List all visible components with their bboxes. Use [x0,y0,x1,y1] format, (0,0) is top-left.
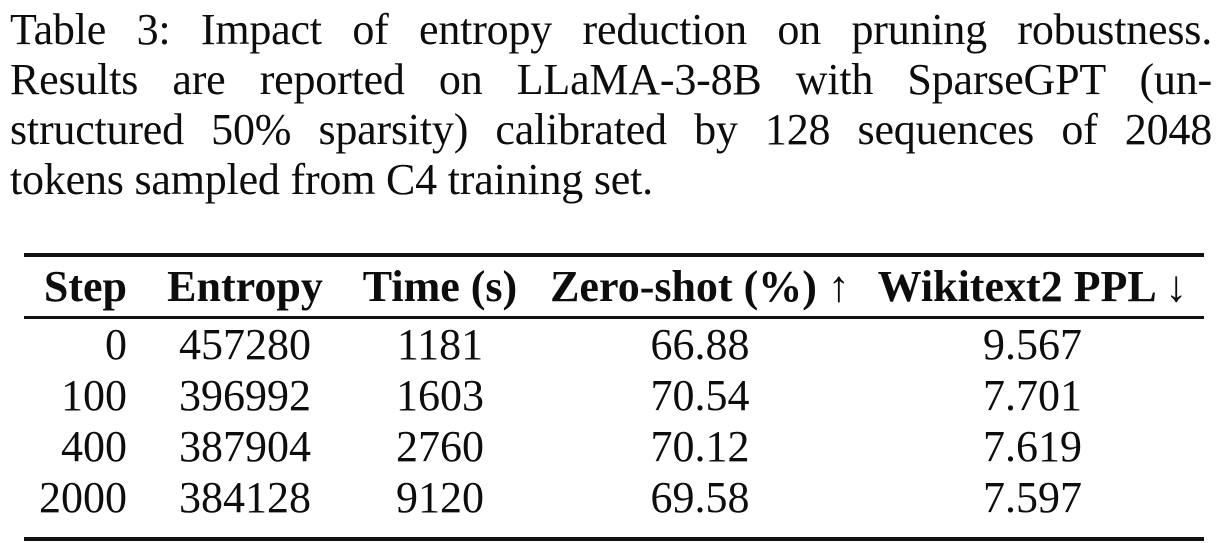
table-cell: 66.88 [650,320,750,369]
table-cell: 1181 [396,320,484,369]
table-cell: 1603 [396,371,484,420]
table-cell: 387904 [179,422,311,471]
table-cell: 9120 [396,473,484,522]
table-cell: 69.58 [650,473,750,522]
table-row: 100 396992 1603 70.54 7.701 [24,370,1204,421]
results-table: Step Entropy Time (s) Zero-shot (%) ↑ Wi… [24,253,1204,541]
table-cell: 2000 [39,473,127,522]
table-cell: 9.567 [983,320,1082,369]
table-row: 2000 384128 9120 69.58 7.597 [24,472,1204,539]
column-header-entropy: Entropy [167,262,323,311]
table-cell: 384128 [179,473,311,522]
table-cell: 400 [61,422,127,471]
table-cell: 457280 [179,320,311,369]
table-cell: 7.597 [983,473,1082,522]
caption-line-2: Results are reported on LLaMA-3-8B with … [10,55,1212,104]
column-header-wikitext2-ppl: Wikitext2 PPL ↓ [877,262,1188,311]
table-row: 400 387904 2760 70.12 7.619 [24,421,1204,472]
table-cell: 7.619 [983,422,1082,471]
table-cell: 0 [105,320,127,369]
table-cell: 7.701 [983,371,1082,420]
table-cell: 2760 [396,422,484,471]
table-row: 0 457280 1181 66.88 9.567 [24,318,1204,371]
column-header-zeroshot: Zero-shot (%) ↑ [550,262,850,311]
table-caption: Table 3: Impact of entropy reduction on … [0,0,1230,205]
table-header-row: Step Entropy Time (s) Zero-shot (%) ↑ Wi… [24,255,1204,318]
column-header-step: Step [43,262,127,311]
column-header-time: Time (s) [362,262,518,311]
caption-line-4: tokens sampled from C4 training set. [10,155,653,204]
caption-line-3: structured 50% sparsity) calibrated by 1… [10,105,1212,154]
table-cell: 70.54 [650,371,750,420]
caption-line-1: Table 3: Impact of entropy reduction on … [10,5,1212,54]
table-cell: 100 [61,371,127,420]
table-cell: 70.12 [650,422,750,471]
table-cell: 396992 [179,371,311,420]
